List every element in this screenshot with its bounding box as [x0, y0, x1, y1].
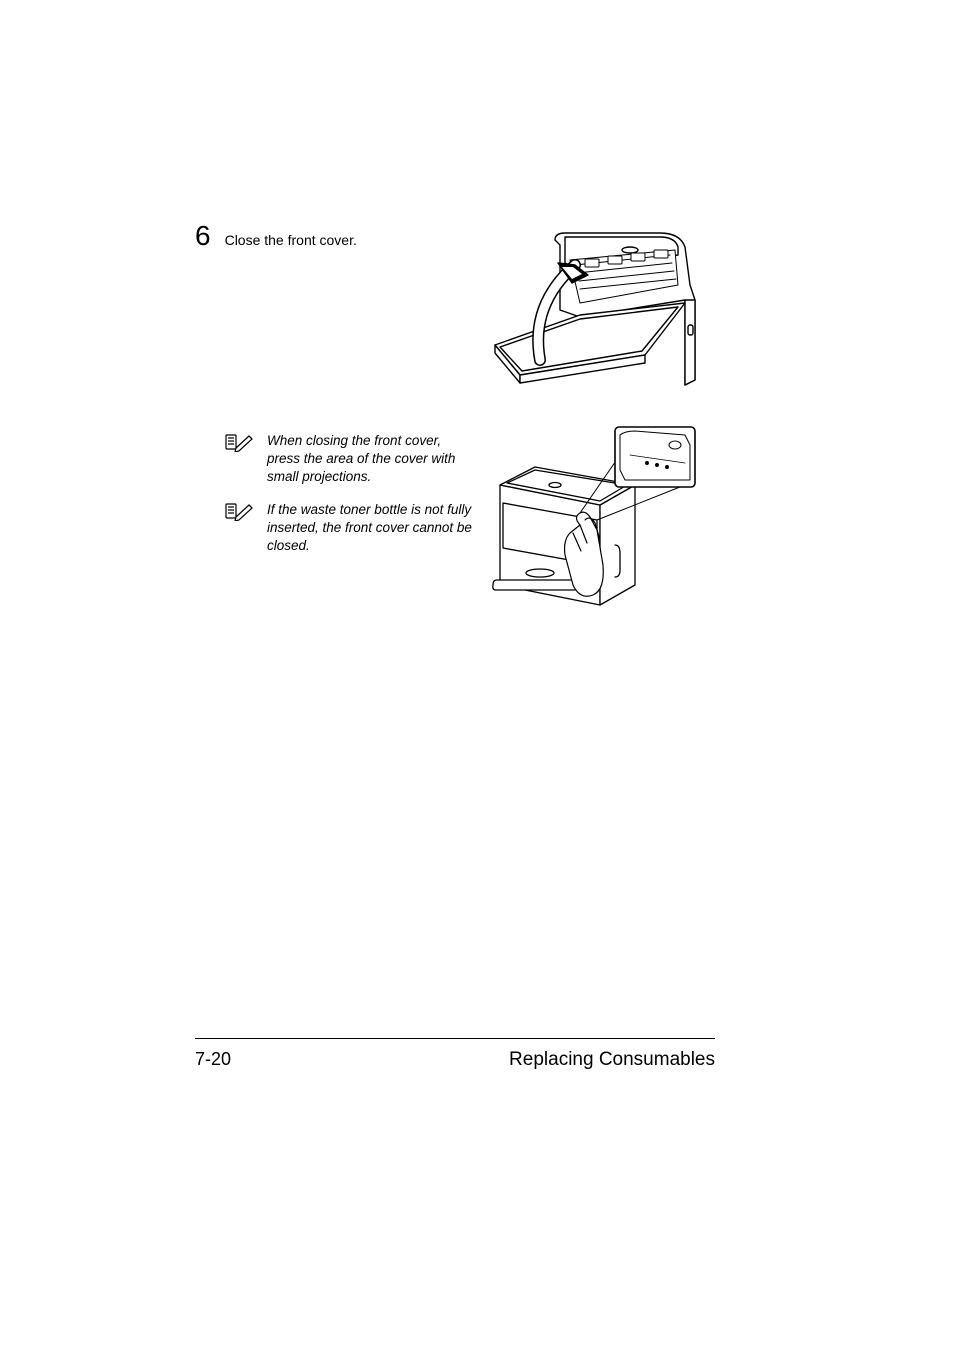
illustration-press-projections — [485, 425, 700, 615]
step-text: Close the front cover. — [225, 231, 357, 251]
note-pencil-icon — [225, 432, 253, 452]
note-block-2: If the waste toner bottle is not fully i… — [225, 501, 475, 556]
note-text-2: If the waste toner bottle is not fully i… — [267, 501, 475, 556]
page-footer: 7-20 Replacing Consumables — [195, 1038, 715, 1071]
illustration-close-cover — [480, 225, 710, 400]
note-pencil-icon — [225, 501, 253, 521]
step-number: 6 — [195, 220, 211, 252]
note-text-1: When closing the front cover, press the … — [267, 432, 475, 487]
page-number: 7-20 — [195, 1049, 231, 1070]
footer-rule — [195, 1038, 715, 1039]
note-block-1: When closing the front cover, press the … — [225, 432, 475, 487]
section-title: Replacing Consumables — [509, 1049, 715, 1071]
